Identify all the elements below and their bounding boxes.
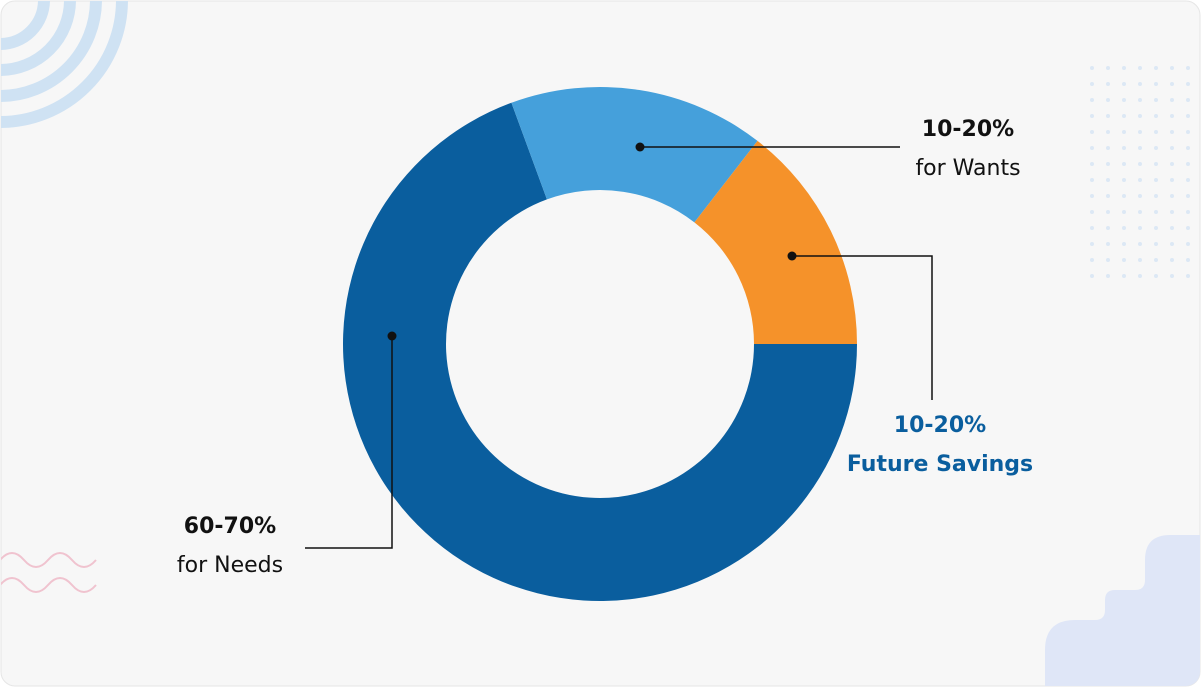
leader-line [792,255,933,400]
leader-line [305,336,393,549]
leader-dot [387,331,397,341]
slice-value-label: 10-20% [894,413,986,438]
donut-slice [343,102,857,601]
slice-category-label: for Needs [177,553,283,578]
leader-dot [635,142,645,152]
slice-category-label: for Wants [915,156,1020,181]
slice-value-label: 60-70% [184,514,276,539]
slice-value-label: 10-20% [922,117,1014,142]
slice-category-label: Future Savings [847,452,1033,477]
leader-dot [787,251,797,261]
donut-slice [511,86,758,223]
donut-slice [694,140,857,344]
